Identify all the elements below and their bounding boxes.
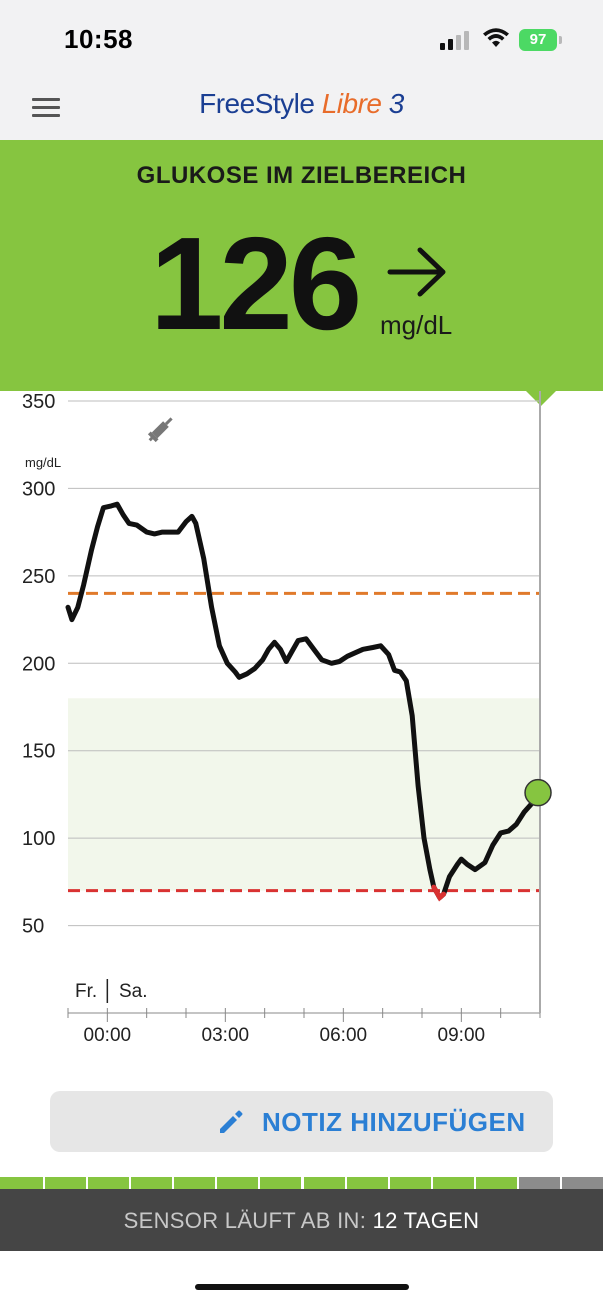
glucose-chart[interactable]: 350 300 250 200 150 100 50 mg/dL 00:00 03:00 06:00… (0, 391, 603, 1091)
x-tick-label-0: 00:00 (84, 1025, 132, 1046)
sensor-life-bar (0, 1177, 603, 1189)
sensor-day-segment (561, 1177, 603, 1189)
logo-freestyle: FreeStyle (199, 88, 315, 119)
sensor-day-segment (0, 1177, 44, 1189)
sensor-day-segment (45, 1177, 87, 1189)
battery-level: 97 (519, 29, 557, 51)
glucose-status-label: GLUKOSE IM ZIELBEREICH (136, 162, 467, 189)
y-tick-label-200: 200 (22, 653, 55, 675)
hamburger-icon[interactable] (32, 96, 62, 120)
app-header: FreeStyle Libre 3 (0, 80, 603, 140)
low-glucose-segment (431, 884, 447, 902)
sensor-day-segment (260, 1177, 302, 1189)
day-label-sa: Sa. (119, 981, 148, 1002)
status-time: 10:58 (64, 24, 133, 54)
sensor-day-segment (217, 1177, 259, 1189)
x-tick-label-1: 03:00 (202, 1025, 250, 1046)
glucose-value: 126 (150, 210, 362, 357)
glucose-unit: mg/dL (380, 310, 453, 340)
sensor-day-segment (303, 1177, 345, 1189)
y-tick-label-300: 300 (22, 478, 55, 500)
y-tick-label-350: 350 (22, 391, 55, 413)
status-bar: 10:58 97 (0, 0, 603, 80)
sensor-day-segment (475, 1177, 517, 1189)
battery-tip (559, 36, 562, 44)
logo-three: 3 (388, 88, 405, 119)
pencil-icon (220, 1110, 243, 1133)
sensor-label-row: SENSOR LÄUFT AB IN: 12 TAGEN (0, 1208, 603, 1234)
add-note-button[interactable]: NOTIZ HINZUFÜGEN (50, 1091, 553, 1152)
glucose-series-line (65, 501, 541, 901)
sensor-day-segment (174, 1177, 216, 1189)
sensor-day-segment (432, 1177, 474, 1189)
arrow-right-icon (387, 247, 446, 297)
current-glucose-point (524, 778, 552, 807)
home-indicator[interactable] (195, 1284, 409, 1290)
y-tick-label-50: 50 (22, 916, 44, 938)
battery-icon: 97 (519, 29, 563, 51)
x-tick-label-3: 09:00 (438, 1025, 486, 1046)
cellular-signal-icon (440, 31, 469, 50)
sensor-label: SENSOR LÄUFT AB IN: (123, 1208, 367, 1233)
sensor-status[interactable]: SENSOR LÄUFT AB IN: 12 TAGEN (0, 1189, 603, 1251)
glucose-panel: GLUKOSE IM ZIELBEREICH 126 mg/dL (0, 140, 603, 391)
app-logo: FreeStyle Libre 3 (0, 88, 603, 120)
syringe-icon[interactable] (146, 415, 176, 445)
sensor-day-segment (131, 1177, 173, 1189)
sensor-day-segment (389, 1177, 431, 1189)
target-range-band (68, 698, 540, 891)
day-label-fr: Fr. (75, 981, 97, 1002)
y-tick-label-150: 150 (22, 741, 55, 763)
logo-libre: Libre (321, 88, 382, 119)
wifi-icon (483, 28, 509, 47)
y-tick-label-250: 250 (22, 566, 55, 588)
sensor-day-segment (518, 1177, 560, 1189)
y-tick-label-100: 100 (22, 828, 55, 850)
glucose-chart-svg: 350 300 250 200 150 100 50 mg/dL 00:00 03:00 06:00… (22, 391, 552, 1046)
y-axis-unit-label: mg/dL (25, 455, 61, 470)
x-tick-label-2: 06:00 (320, 1025, 368, 1046)
sensor-day-segment (88, 1177, 130, 1189)
add-note-label: NOTIZ HINZUFÜGEN (262, 1107, 526, 1137)
sensor-days-value: 12 TAGEN (372, 1208, 480, 1233)
sensor-day-segment (346, 1177, 388, 1189)
